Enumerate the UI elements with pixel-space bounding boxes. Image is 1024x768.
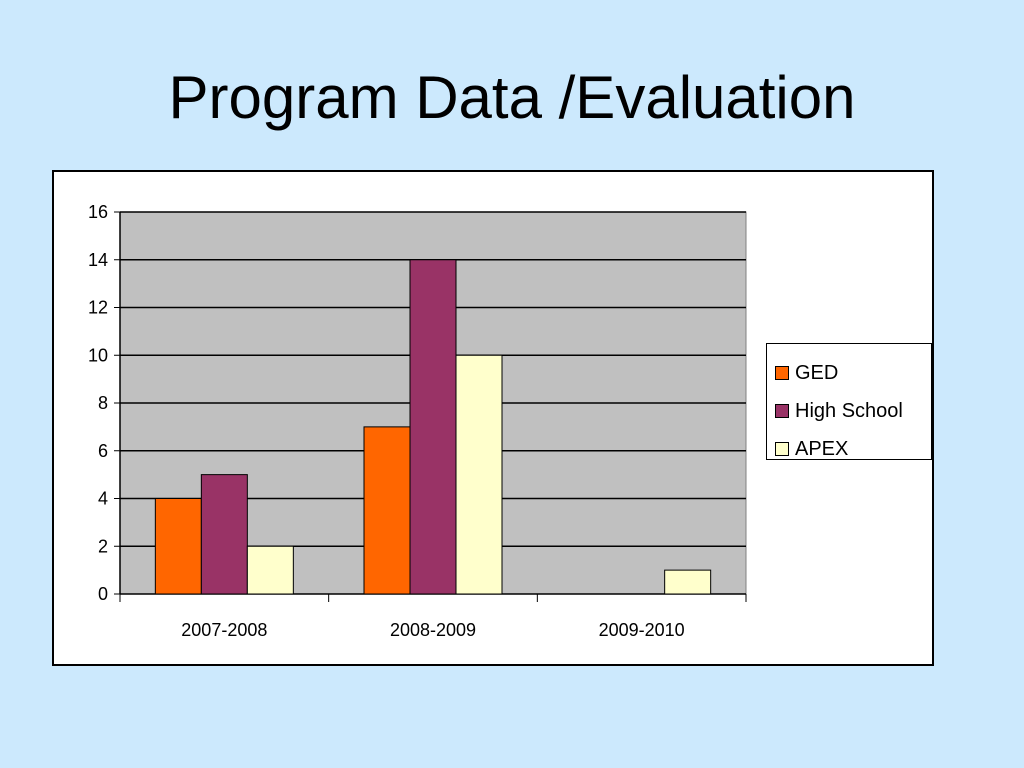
y-tick-label: 2 <box>98 536 108 556</box>
legend-item-high-school: High School <box>775 392 931 430</box>
x-tick-label: 2009-2010 <box>599 620 685 640</box>
y-tick-label: 10 <box>88 345 108 365</box>
slide-title: Program Data /Evaluation <box>168 64 856 131</box>
legend-item-ged: GED <box>775 354 931 392</box>
y-tick-label: 8 <box>98 393 108 413</box>
bar-chart: 0 2 4 6 8 10 12 14 16 2007-2008 2008-2009 2009-2010 <box>88 202 747 640</box>
y-tick-label: 0 <box>98 584 108 604</box>
x-tick-label: 2008-2009 <box>390 620 476 640</box>
bar-high-school-2008-2009 <box>409 259 457 595</box>
y-tick-label: 6 <box>98 441 108 461</box>
legend-label-apex: APEX <box>795 437 849 460</box>
chart-frame: 0 2 4 6 8 10 12 14 16 2007-2008 2008-2009 2009-2010… <box>52 170 934 666</box>
chart-legend: GED High School APEX <box>766 343 932 460</box>
bar-high-school-2007-2008 <box>200 474 248 595</box>
bar-ged-2008-2009 <box>363 426 411 595</box>
bar-ged-2007-2008 <box>154 498 202 595</box>
y-tick-label: 4 <box>98 489 108 509</box>
y-tick-label: 12 <box>88 298 108 318</box>
legend-swatch-ged <box>775 366 789 380</box>
x-tick-label: 2007-2008 <box>181 620 267 640</box>
bar-apex-2007-2008 <box>246 545 294 595</box>
legend-swatch-apex <box>775 442 789 456</box>
y-tick-label: 16 <box>88 202 108 222</box>
legend-swatch-high-school <box>775 404 789 418</box>
legend-label-ged: GED <box>795 361 839 384</box>
bar-apex-2009-2010 <box>664 569 712 595</box>
y-tick-label: 14 <box>88 250 108 270</box>
legend-label-high-school: High School <box>795 399 903 422</box>
legend-item-apex: APEX <box>775 430 931 468</box>
bar-apex-2008-2009 <box>455 354 503 595</box>
